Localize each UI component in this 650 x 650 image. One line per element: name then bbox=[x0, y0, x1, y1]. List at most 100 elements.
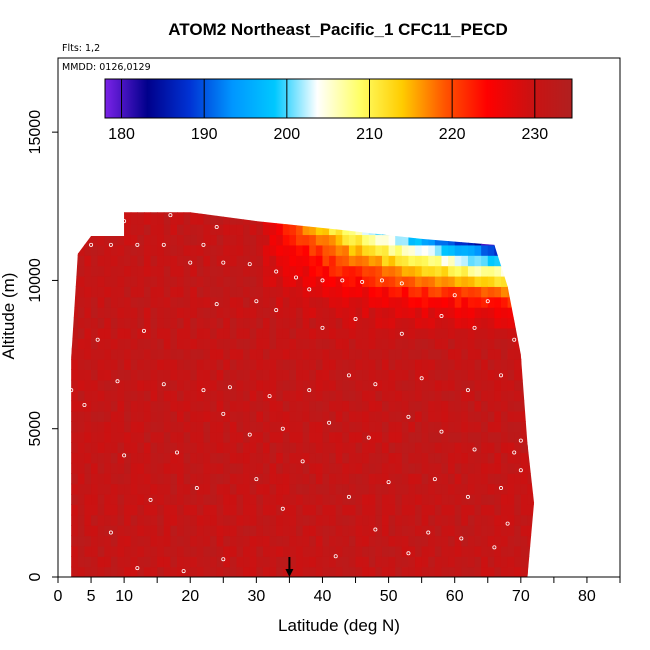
heatmap-cell bbox=[183, 338, 191, 350]
heatmap-cell bbox=[190, 224, 198, 236]
heatmap-cell bbox=[500, 224, 509, 236]
heatmap-cell bbox=[84, 493, 92, 505]
heatmap-cell bbox=[415, 275, 423, 287]
heatmap-cell bbox=[494, 224, 502, 236]
heatmap-cell bbox=[415, 307, 423, 319]
heatmap-cell bbox=[104, 545, 112, 557]
heatmap-cell bbox=[229, 390, 238, 402]
heatmap-cell bbox=[428, 212, 436, 215]
heatmap-cell bbox=[203, 400, 211, 412]
heatmap-cell bbox=[124, 410, 132, 422]
heatmap-cell bbox=[289, 317, 297, 329]
heatmap-cell bbox=[177, 369, 185, 381]
heatmap-cell bbox=[381, 213, 390, 225]
heatmap-cell bbox=[269, 410, 277, 422]
heatmap-cell bbox=[91, 483, 99, 495]
heatmap-cell bbox=[143, 317, 152, 329]
heatmap-cell bbox=[514, 296, 522, 308]
heatmap-cell bbox=[170, 504, 178, 516]
heatmap-cell bbox=[302, 566, 310, 577]
heatmap-cell bbox=[269, 473, 277, 485]
heatmap-cell bbox=[500, 390, 509, 402]
heatmap-cell bbox=[534, 359, 535, 370]
heatmap-cell bbox=[289, 296, 297, 308]
heatmap-cell bbox=[487, 224, 495, 236]
heatmap-cell bbox=[507, 421, 515, 433]
heatmap-cell bbox=[441, 212, 449, 215]
heatmap-cell bbox=[110, 566, 119, 577]
heatmap-cell bbox=[157, 212, 165, 215]
heatmap-cell bbox=[289, 244, 297, 256]
heatmap-cell bbox=[467, 317, 476, 329]
heatmap-cell bbox=[124, 296, 132, 308]
heatmap-cell bbox=[454, 431, 462, 443]
heatmap-cell bbox=[130, 255, 138, 267]
heatmap-cell bbox=[362, 556, 370, 568]
heatmap-cell bbox=[249, 286, 257, 298]
heatmap-cell bbox=[289, 431, 297, 443]
heatmap-cell bbox=[216, 462, 224, 474]
heatmap-cell bbox=[362, 462, 370, 474]
heatmap-cell bbox=[243, 359, 251, 370]
heatmap-cell bbox=[243, 348, 251, 360]
heatmap-cell bbox=[415, 535, 423, 547]
heatmap-cell bbox=[84, 275, 92, 287]
heatmap-cell bbox=[474, 338, 482, 350]
heatmap-cell bbox=[196, 286, 205, 298]
heatmap-cell bbox=[309, 390, 317, 402]
heatmap-cell bbox=[143, 379, 152, 391]
heatmap-cell bbox=[428, 442, 436, 454]
heatmap-cell bbox=[514, 213, 522, 225]
heatmap-cell bbox=[520, 566, 529, 577]
sample-point bbox=[194, 486, 199, 491]
colorbar: 180 190 200 210 220 230 bbox=[104, 78, 573, 143]
heatmap-cell bbox=[276, 462, 284, 474]
heatmap-cell bbox=[441, 265, 449, 277]
heatmap-cell bbox=[216, 400, 224, 412]
heatmap-cell bbox=[428, 307, 436, 319]
heatmap-cell bbox=[381, 327, 390, 339]
heatmap-cell bbox=[401, 452, 410, 464]
heatmap-cell bbox=[329, 275, 337, 287]
heatmap-cell bbox=[243, 514, 251, 526]
heatmap-cell bbox=[110, 224, 119, 236]
heatmap-cell bbox=[514, 545, 522, 557]
heatmap-cell bbox=[388, 483, 396, 495]
heatmap-cell bbox=[362, 390, 370, 402]
heatmap-cell bbox=[97, 493, 105, 505]
heatmap-cell bbox=[507, 286, 515, 298]
heatmap-cell bbox=[368, 514, 376, 526]
heatmap-cell bbox=[448, 338, 456, 350]
heatmap-cell bbox=[395, 307, 403, 319]
heatmap-cell bbox=[362, 338, 370, 350]
heatmap-cell bbox=[461, 410, 469, 422]
heatmap-cell bbox=[415, 296, 423, 308]
heatmap-cell bbox=[137, 275, 145, 287]
heatmap-cell bbox=[434, 359, 443, 370]
heatmap-cell bbox=[110, 400, 119, 412]
heatmap-cell bbox=[249, 514, 257, 526]
heatmap-cell bbox=[401, 265, 410, 277]
heatmap-cell bbox=[421, 504, 429, 516]
heatmap-cell bbox=[196, 379, 205, 391]
heatmap-cell bbox=[104, 213, 112, 225]
heatmap-cell bbox=[461, 265, 469, 277]
heatmap-cell bbox=[282, 421, 291, 433]
heatmap-cell bbox=[183, 514, 191, 526]
heatmap-cell bbox=[177, 359, 185, 370]
heatmap-cell bbox=[520, 452, 529, 464]
dates-note-background bbox=[59, 59, 139, 73]
sample-point bbox=[518, 438, 523, 443]
heatmap-cell bbox=[223, 255, 231, 267]
sample-point bbox=[472, 325, 477, 330]
heatmap-cell bbox=[276, 400, 284, 412]
heatmap-cell bbox=[170, 338, 178, 350]
heatmap-cell bbox=[434, 442, 443, 454]
heatmap-cell bbox=[362, 234, 370, 246]
heatmap-cell bbox=[117, 493, 125, 505]
heatmap-cell bbox=[434, 493, 443, 505]
heatmap-cell bbox=[157, 224, 165, 236]
heatmap-cell bbox=[421, 379, 429, 391]
sample-point bbox=[188, 260, 193, 265]
